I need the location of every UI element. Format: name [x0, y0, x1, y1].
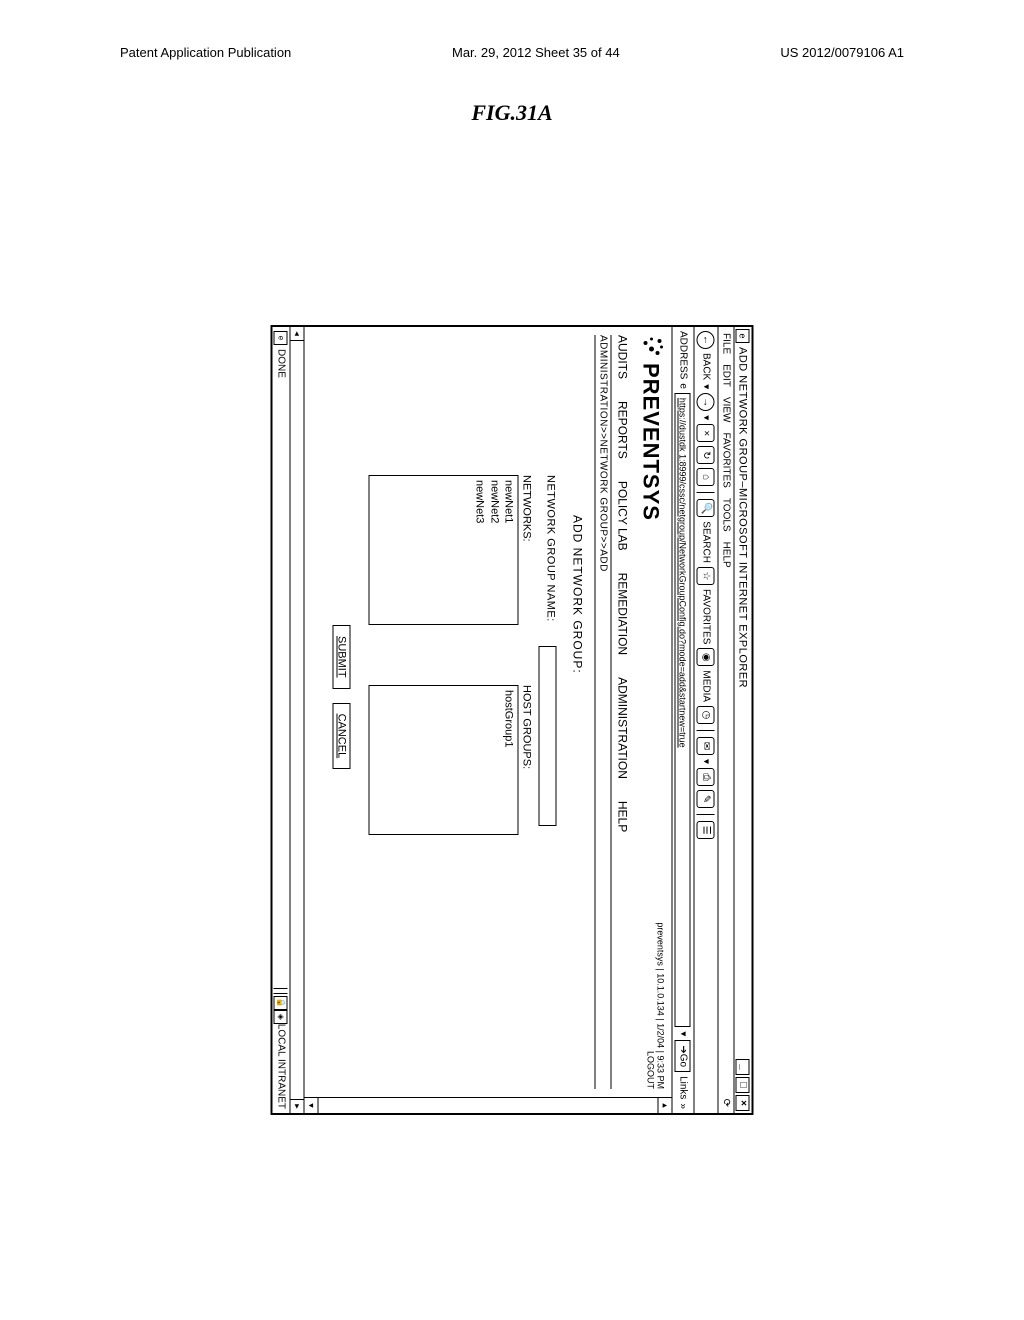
menu-edit[interactable]: EDIT — [721, 364, 732, 387]
links-label[interactable]: Links — [678, 1076, 689, 1099]
lock-icon: 🔒 — [274, 996, 288, 1010]
scroll-right-icon[interactable]: ▸ — [291, 1099, 304, 1113]
window-title: ADD NETWORK GROUP–MICROSOFT INTERNET EXP… — [737, 347, 749, 1059]
history-icon[interactable]: ◷ — [697, 706, 715, 724]
brand-text: PREVENTSYS — [638, 363, 664, 521]
tab-administration[interactable]: ADMINISTRATION — [616, 677, 630, 779]
horizontal-scrollbar[interactable]: ◂ ▸ — [291, 327, 305, 1113]
list-item[interactable]: newNet2 — [487, 480, 501, 620]
address-input[interactable]: https://dustdk 1:8999/cssc/netgroup/Netw… — [675, 393, 691, 1027]
mail-icon[interactable]: ✉ — [697, 737, 715, 755]
menu-tools[interactable]: TOOLS — [721, 498, 732, 532]
header-left: Patent Application Publication — [120, 45, 291, 60]
scroll-down-icon[interactable]: ▾ — [305, 1098, 319, 1113]
form-title: ADD NETWORK GROUP: — [571, 515, 585, 1069]
scroll-up-icon[interactable]: ▴ — [658, 1098, 672, 1113]
media-icon[interactable]: ◉ — [697, 648, 715, 666]
logo-mark-icon — [636, 335, 666, 359]
name-label: NETWORK GROUP NAME: — [545, 475, 557, 622]
tab-help[interactable]: HELP — [616, 801, 630, 832]
nav-tabs: AUDITS REPORTS POLICY LAB REMEDIATION AD… — [612, 335, 632, 1089]
tab-policy-lab[interactable]: POLICY LAB — [616, 481, 630, 551]
form-area: ADD NETWORK GROUP: NETWORK GROUP NAME: N… — [313, 335, 595, 1089]
discuss-icon[interactable]: ☰ — [697, 821, 715, 839]
list-item[interactable]: hostGroup1 — [501, 690, 515, 830]
menu-view[interactable]: VIEW — [721, 397, 732, 423]
tab-reports[interactable]: REPORTS — [616, 401, 630, 459]
menu-help[interactable]: HELP — [721, 542, 732, 568]
network-group-name-input[interactable] — [539, 646, 557, 826]
throbber-icon: ⟳ — [721, 1099, 732, 1107]
networks-listbox[interactable]: newNet1 newNet2 newNet3 — [369, 475, 519, 625]
zone-label: LOCAL INTRANET — [276, 1024, 287, 1109]
app-icon: e — [736, 329, 750, 343]
maximize-button[interactable]: □ — [736, 1077, 750, 1093]
back-dropdown-icon[interactable]: ▾ — [701, 384, 712, 389]
search-label[interactable]: SEARCH — [701, 521, 712, 563]
media-label[interactable]: MEDIA — [701, 670, 712, 702]
brand-logo: PREVENTSYS — [636, 335, 666, 521]
print-icon[interactable]: ⎙ — [697, 768, 715, 786]
cancel-button[interactable]: CANCEL — [333, 703, 351, 770]
menu-bar: FILE EDIT VIEW FAVORITES TOOLS HELP ⟳ — [718, 327, 734, 1113]
status-bar: e DONE 🔒 ◈ LOCAL INTRANET — [273, 327, 291, 1113]
status-text: DONE — [276, 349, 287, 378]
forward-button[interactable]: → — [697, 393, 715, 411]
favorites-label[interactable]: FAVORITES — [701, 589, 712, 644]
header-right: US 2012/0079106 A1 — [780, 45, 904, 60]
links-chevron-icon[interactable]: » — [678, 1103, 689, 1109]
zone-icon: ◈ — [274, 1010, 288, 1024]
menu-favorites[interactable]: FAVORITES — [721, 432, 732, 487]
mail-dropdown-icon[interactable]: ▾ — [701, 759, 712, 764]
forward-dropdown-icon[interactable]: ▾ — [701, 415, 712, 420]
toolbar: ← BACK ▾ → ▾ × ↻ ⌂ 🔍 SEARCH ☆ FAVORITES … — [694, 327, 718, 1113]
breadcrumb: ADMINISTRATION>>NETWORK GROUP>>ADD — [595, 335, 612, 1089]
close-button[interactable]: × — [736, 1095, 750, 1111]
tab-remediation[interactable]: REMEDIATION — [616, 573, 630, 655]
address-label: ADDRESS — [678, 331, 689, 379]
back-label[interactable]: BACK — [701, 353, 712, 380]
logout-link[interactable]: LOGOUT — [646, 922, 656, 1089]
list-item[interactable]: newNet3 — [473, 480, 487, 620]
address-dropdown-icon[interactable]: ▾ — [678, 1031, 689, 1036]
refresh-button[interactable]: ↻ — [697, 446, 715, 464]
list-item[interactable]: newNet1 — [501, 480, 515, 620]
vertical-scrollbar[interactable]: ▴ ▾ — [305, 1097, 672, 1113]
page-header: Patent Application Publication Mar. 29, … — [0, 0, 1024, 70]
hostgroups-label: HOST GROUPS: — [521, 685, 533, 835]
browser-window: e ADD NETWORK GROUP–MICROSOFT INTERNET E… — [271, 325, 754, 1115]
scroll-track[interactable] — [319, 1098, 658, 1113]
h-scroll-track[interactable] — [291, 341, 304, 1099]
address-bar: ADDRESS e https://dustdk 1:8999/cssc/net… — [672, 327, 694, 1113]
hostgroups-listbox[interactable]: hostGroup1 — [369, 685, 519, 835]
header-center: Mar. 29, 2012 Sheet 35 of 44 — [452, 45, 620, 60]
figure-label: FIG.31A — [0, 100, 1024, 126]
tab-audits[interactable]: AUDITS — [616, 335, 630, 379]
go-button[interactable]: ➔ Go — [675, 1040, 691, 1072]
home-button[interactable]: ⌂ — [697, 468, 715, 486]
minimize-button[interactable]: _ — [736, 1059, 750, 1075]
edit-icon[interactable]: ✎ — [697, 790, 715, 808]
submit-button[interactable]: SUBMIT — [333, 625, 351, 689]
session-info: preventsys | 10.1.0.134 | 1/2/04 | 9:33 … — [646, 922, 666, 1089]
search-icon[interactable]: 🔍 — [697, 499, 715, 517]
go-icon: ➔ — [678, 1045, 689, 1053]
favorites-icon[interactable]: ☆ — [697, 567, 715, 585]
title-bar: e ADD NETWORK GROUP–MICROSOFT INTERNET E… — [734, 327, 752, 1113]
scroll-left-icon[interactable]: ◂ — [291, 327, 304, 341]
go-label: Go — [678, 1054, 689, 1067]
back-button[interactable]: ← — [697, 331, 715, 349]
status-icon: e — [274, 331, 288, 345]
content-area: PREVENTSYS preventsys | 10.1.0.134 | 1/2… — [305, 327, 672, 1097]
menu-file[interactable]: FILE — [721, 333, 732, 354]
page-icon: e — [678, 383, 689, 389]
stop-button[interactable]: × — [697, 424, 715, 442]
session-line: preventsys | 10.1.0.134 | 1/2/04 | 9:33 … — [656, 922, 666, 1089]
networks-label: NETWORKS: — [521, 475, 533, 625]
